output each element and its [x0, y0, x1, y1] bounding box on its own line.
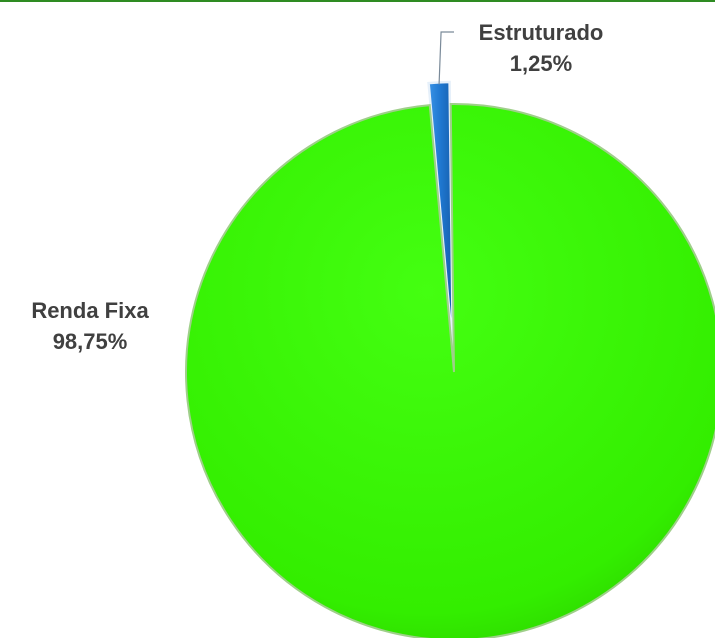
data-label-renda-fixa-value: 98,75% — [53, 329, 128, 354]
data-label-estruturado-value: 1,25% — [510, 51, 572, 76]
data-label-estruturado-name: Estruturado — [479, 20, 604, 45]
slices-layer — [185, 80, 715, 638]
pie-slice-renda-fixa — [185, 103, 715, 638]
leader-line-estruturado — [438, 31, 454, 85]
labels-layer: Estruturado 1,25% Renda Fixa 98,75% — [31, 20, 603, 354]
data-label-renda-fixa-name: Renda Fixa — [31, 298, 149, 323]
